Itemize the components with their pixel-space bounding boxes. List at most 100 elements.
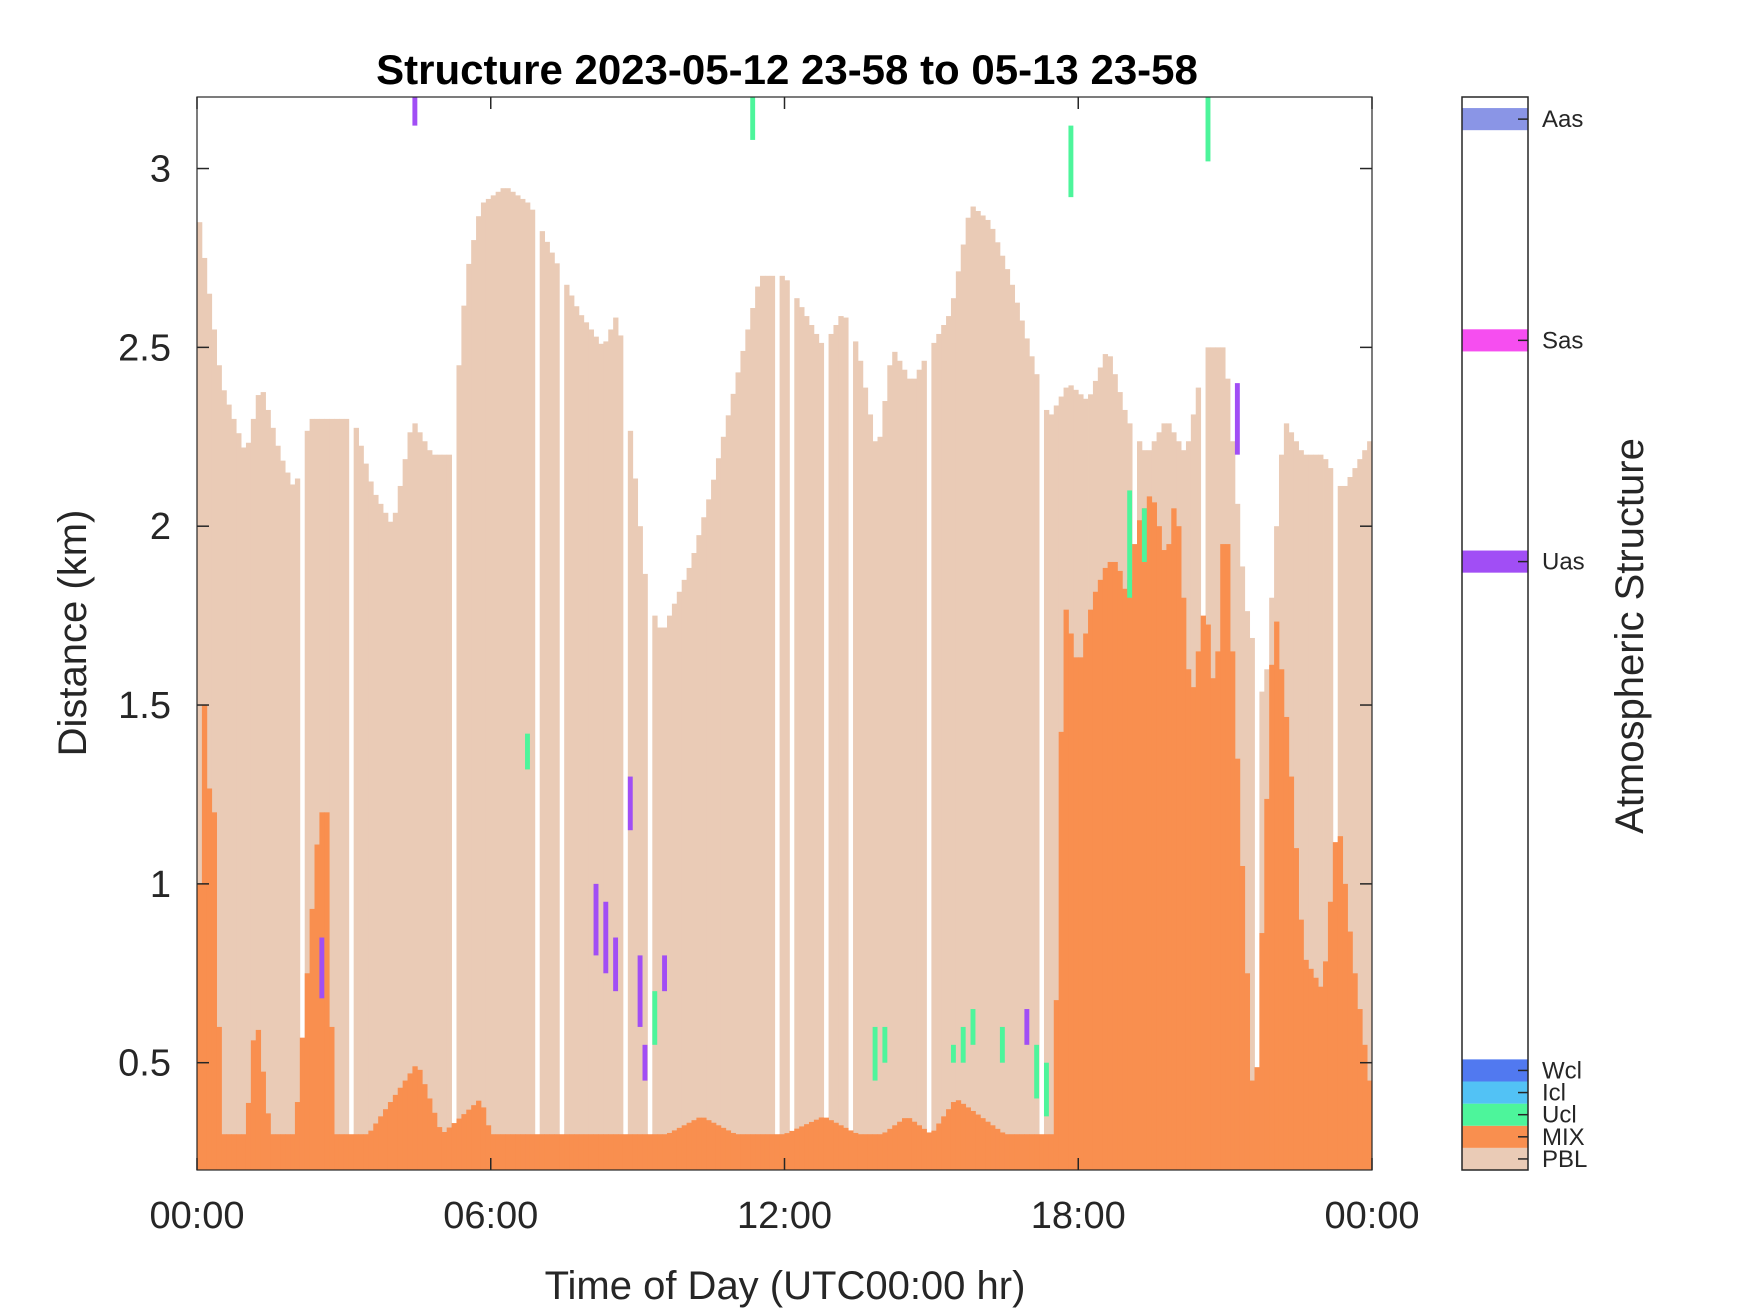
bar-mix [955, 1100, 962, 1170]
bar-pbl [735, 372, 741, 1170]
bar-mix [1318, 986, 1324, 1170]
bar-mix [1362, 1044, 1368, 1170]
plot-area [197, 97, 1373, 1171]
y-tick-label: 1.5 [118, 685, 171, 727]
bar-pbl [294, 478, 301, 1170]
bar-mix [260, 1071, 266, 1170]
bar-mix [799, 1126, 805, 1170]
bar-mix [446, 1127, 452, 1170]
bar-mix [221, 1134, 227, 1170]
bar-mix [706, 1120, 712, 1170]
bar-mix [1239, 865, 1246, 1170]
bar-pbl [843, 317, 849, 1170]
colorbar-tick-label: Aas [1542, 106, 1583, 133]
bar-mix [1088, 609, 1094, 1170]
colorbar-swatch-uas [1462, 550, 1528, 573]
bar-mix [1200, 615, 1206, 1170]
bar-pbl [892, 351, 898, 1171]
bar-pbl [671, 603, 678, 1170]
bar-pbl [1249, 637, 1255, 1170]
bar-mix [985, 1121, 991, 1170]
bar-mix [696, 1117, 702, 1170]
colorbar-swatch-ucl [1462, 1103, 1528, 1126]
bar-pbl [799, 307, 805, 1170]
bar-mix [461, 1114, 467, 1170]
bar-mix [877, 1134, 883, 1170]
bar-mix [343, 1134, 350, 1170]
bar-mix [525, 1134, 531, 1170]
bar-pbl [1043, 409, 1050, 1171]
bar-pbl [720, 436, 727, 1170]
bar-pbl [1308, 454, 1314, 1170]
colorbar-swatch-aas [1462, 108, 1528, 131]
bar-mix [818, 1117, 825, 1170]
bar-mix [569, 1134, 575, 1170]
bar-mix [911, 1121, 918, 1170]
bar-mix [941, 1116, 947, 1170]
bar-pbl [338, 418, 345, 1170]
bar-mix [1327, 901, 1334, 1170]
bar-pbl [911, 378, 918, 1170]
bar-mix [1097, 579, 1104, 1170]
bar-mix [828, 1120, 834, 1170]
bar-mix [270, 1134, 276, 1170]
bar-pbl [877, 436, 883, 1170]
bar-mix [368, 1130, 374, 1170]
bar-mix [480, 1107, 487, 1170]
bar-mix [1303, 959, 1309, 1170]
bar-pbl [999, 255, 1006, 1170]
bar-mix [1004, 1134, 1011, 1170]
segment-ucl [1043, 1062, 1049, 1117]
bar-mix [652, 1134, 658, 1170]
bar-mix [1367, 1080, 1373, 1170]
bar-pbl [520, 198, 526, 1170]
bar-pbl [358, 445, 364, 1171]
bar-pbl [784, 280, 790, 1170]
bar-mix [1259, 933, 1265, 1170]
bar-mix [980, 1118, 986, 1170]
bar-pbl [642, 573, 648, 1170]
bar-mix [348, 1134, 355, 1170]
bar-mix [862, 1134, 869, 1170]
bar-pbl [1053, 405, 1060, 1170]
bar-pbl [921, 360, 927, 1170]
bar-mix [622, 1134, 629, 1170]
bar-pbl [701, 517, 707, 1170]
y-axis-label: Distance (km) [51, 510, 95, 757]
bar-pbl [1327, 468, 1334, 1171]
bar-mix [784, 1133, 790, 1170]
segment-uas [627, 776, 633, 831]
bar-mix [1288, 776, 1295, 1170]
bar-pbl [637, 526, 643, 1170]
bar-pbl [902, 369, 908, 1171]
bar-pbl [750, 308, 756, 1170]
bar-pbl [236, 433, 242, 1171]
bar-pbl [441, 454, 448, 1170]
bar-pbl [270, 427, 276, 1171]
bar-mix [1063, 609, 1069, 1170]
bar-mix [1043, 1134, 1050, 1170]
bar-pbl [275, 445, 281, 1171]
bar-mix [1347, 931, 1353, 1170]
bar-mix [245, 1102, 252, 1170]
bar-pbl [1004, 269, 1011, 1170]
bar-mix [1225, 544, 1231, 1170]
bar-pbl [525, 202, 531, 1170]
bar-mix [1337, 836, 1344, 1170]
bar-pbl [853, 341, 859, 1170]
bar-pbl [828, 333, 834, 1170]
bar-mix [1298, 919, 1304, 1170]
bar-pbl [725, 415, 732, 1170]
bar-pbl [691, 553, 697, 1170]
bar-mix [329, 1026, 335, 1170]
bar-mix [397, 1087, 404, 1170]
bar-pbl [1293, 441, 1299, 1170]
bar-mix [1073, 657, 1079, 1170]
bar-mix [931, 1130, 937, 1170]
bar-pbl [1029, 356, 1035, 1170]
bar-mix [725, 1130, 732, 1170]
bar-mix [926, 1132, 932, 1170]
bar-mix [236, 1134, 242, 1170]
bar-mix [715, 1125, 722, 1170]
